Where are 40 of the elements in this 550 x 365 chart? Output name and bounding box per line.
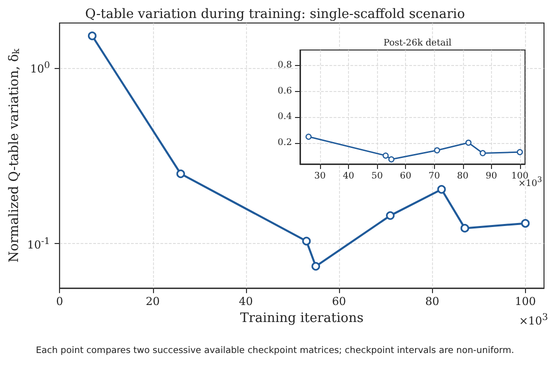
x-tick-label: 70	[428, 172, 440, 182]
x-tick-label: 0	[56, 295, 64, 308]
point	[437, 185, 446, 194]
x-tick-label: 80	[457, 172, 469, 182]
x-tick-label: 50	[371, 172, 384, 182]
point	[311, 262, 320, 271]
x-tick-label: 30	[314, 172, 326, 182]
y-tick-label: 10$^{-1}$	[27, 236, 50, 252]
y-tick-label: 0.4	[278, 112, 292, 122]
chart-title: Q-table variation during training: single-scaffold scenario	[85, 7, 466, 22]
point	[465, 140, 472, 146]
x-tick-label: 20	[146, 295, 160, 308]
point	[434, 147, 440, 154]
x-tick-label: 80	[425, 295, 440, 308]
point	[521, 219, 530, 228]
point	[480, 150, 486, 156]
x-tick-label: 40	[342, 172, 355, 182]
text: ×10$^{3}$	[518, 312, 548, 328]
x-tick-label: 100	[514, 295, 536, 308]
y-tick-label: 0.2	[278, 138, 292, 148]
y-tick-label: 10$^{0}$	[30, 60, 50, 76]
x-axis-title: Training iterations	[240, 311, 364, 326]
text: Each point compares two successive available checkpoint matrices; checkpoint intervals are non-uniform.	[34, 346, 516, 356]
point	[302, 236, 311, 246]
point	[386, 211, 395, 220]
x-tick-label: 60	[332, 295, 346, 308]
point	[176, 170, 185, 178]
point	[460, 224, 470, 232]
y-tick-label: 0.6	[278, 86, 292, 96]
x-tick-label: 90	[486, 172, 498, 182]
point	[516, 149, 523, 156]
point	[88, 32, 97, 40]
x-tick-label: 60	[400, 172, 412, 182]
point	[382, 152, 389, 159]
y-axis-title: Normalized Q-table variation, δk	[7, 48, 22, 263]
y-tick-label: 0.8	[278, 60, 292, 71]
point	[388, 156, 394, 162]
x-tick-label: 40	[238, 295, 253, 308]
point	[306, 134, 312, 140]
chart-title: Post-26k detail	[384, 38, 452, 48]
